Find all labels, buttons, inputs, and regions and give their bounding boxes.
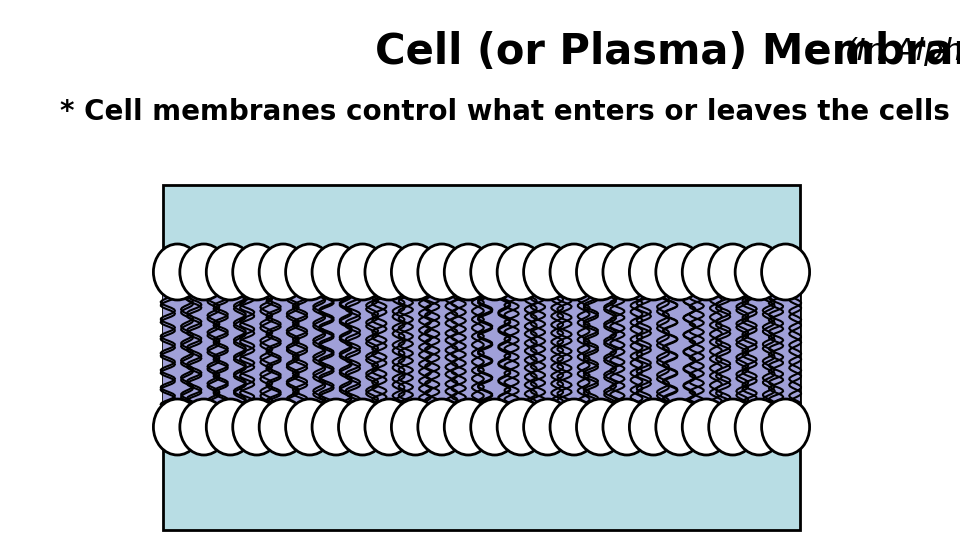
- Bar: [163, 280, 800, 420]
- Ellipse shape: [577, 244, 625, 300]
- Ellipse shape: [339, 244, 387, 300]
- Ellipse shape: [339, 399, 387, 455]
- Ellipse shape: [656, 244, 704, 300]
- Ellipse shape: [470, 244, 518, 300]
- Ellipse shape: [444, 399, 492, 455]
- Ellipse shape: [312, 244, 360, 300]
- Ellipse shape: [206, 244, 254, 300]
- Ellipse shape: [286, 399, 334, 455]
- Ellipse shape: [206, 399, 254, 455]
- Text: * Cell membranes control what enters or leaves the cells: * Cell membranes control what enters or …: [60, 98, 949, 126]
- Ellipse shape: [259, 399, 307, 455]
- Ellipse shape: [735, 399, 783, 455]
- Ellipse shape: [683, 399, 731, 455]
- Ellipse shape: [497, 244, 545, 300]
- Text: Cell (or Plasma) Membrane: Cell (or Plasma) Membrane: [375, 31, 960, 73]
- Ellipse shape: [603, 244, 651, 300]
- Ellipse shape: [365, 244, 413, 300]
- Ellipse shape: [418, 244, 466, 300]
- Ellipse shape: [392, 399, 440, 455]
- Bar: [163, 185, 800, 530]
- Ellipse shape: [550, 244, 598, 300]
- Ellipse shape: [180, 244, 228, 300]
- Ellipse shape: [392, 244, 440, 300]
- Ellipse shape: [630, 399, 678, 455]
- Ellipse shape: [365, 399, 413, 455]
- Ellipse shape: [154, 399, 202, 455]
- Ellipse shape: [444, 244, 492, 300]
- Ellipse shape: [470, 399, 518, 455]
- Ellipse shape: [154, 244, 202, 300]
- Ellipse shape: [497, 399, 545, 455]
- Ellipse shape: [550, 399, 598, 455]
- Ellipse shape: [523, 244, 571, 300]
- Ellipse shape: [761, 399, 809, 455]
- Ellipse shape: [656, 399, 704, 455]
- Text: (In Alpha Notes): (In Alpha Notes): [835, 37, 960, 66]
- Ellipse shape: [418, 399, 466, 455]
- Ellipse shape: [232, 399, 280, 455]
- Ellipse shape: [603, 399, 651, 455]
- Ellipse shape: [683, 244, 731, 300]
- Ellipse shape: [630, 244, 678, 300]
- Ellipse shape: [286, 244, 334, 300]
- Ellipse shape: [761, 244, 809, 300]
- Ellipse shape: [577, 399, 625, 455]
- Ellipse shape: [180, 399, 228, 455]
- Ellipse shape: [708, 399, 756, 455]
- Ellipse shape: [312, 399, 360, 455]
- Ellipse shape: [523, 399, 571, 455]
- Ellipse shape: [708, 244, 756, 300]
- Ellipse shape: [735, 244, 783, 300]
- Ellipse shape: [232, 244, 280, 300]
- Ellipse shape: [259, 244, 307, 300]
